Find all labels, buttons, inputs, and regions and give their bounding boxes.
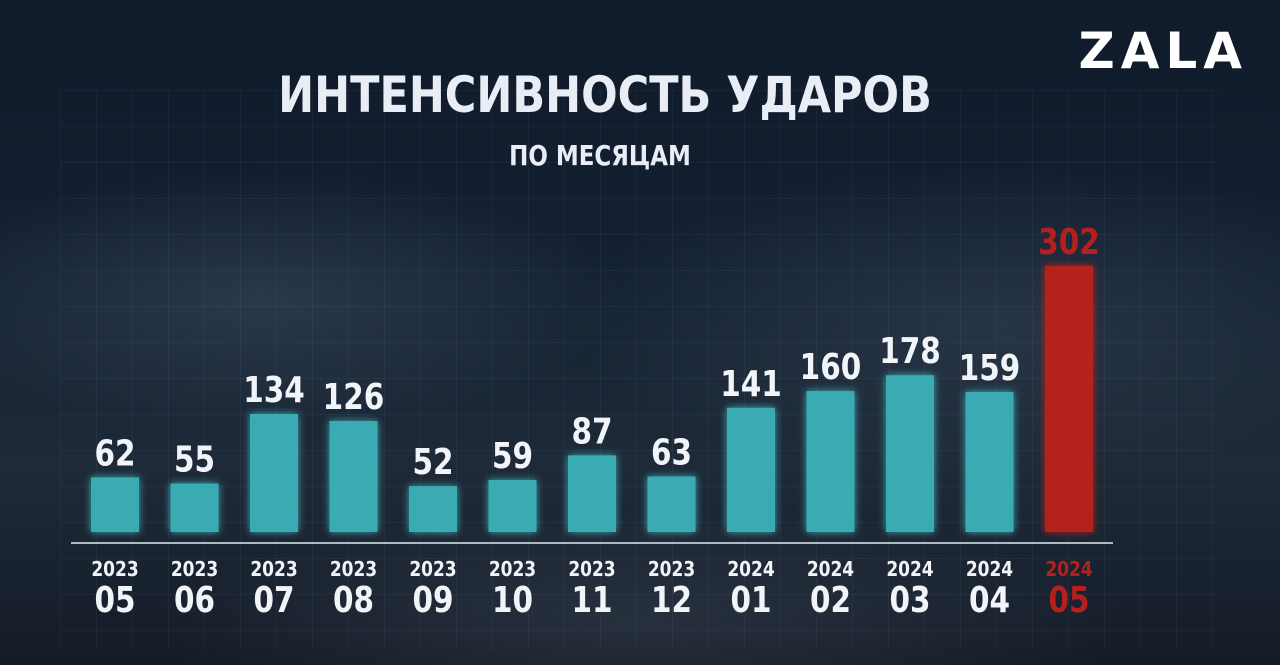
tick-label-year: 2023 <box>409 559 456 582</box>
bar <box>806 391 855 532</box>
tick-label-year: 2024 <box>727 559 774 582</box>
bar <box>409 486 457 532</box>
bar <box>488 480 537 532</box>
bar <box>568 455 616 532</box>
bar <box>647 476 696 532</box>
tick-label-month: 03 <box>889 578 930 621</box>
tick-label-month: 04 <box>969 578 1010 621</box>
data-label: 134 <box>243 368 305 411</box>
bar <box>329 421 378 532</box>
chart-subtitle: ПО МЕСЯЦАМ <box>509 139 691 172</box>
tick-label-year: 2023 <box>489 559 536 582</box>
tick-label-year: 2024 <box>807 559 854 582</box>
background-grid <box>60 90 1220 650</box>
data-label: 141 <box>720 362 782 405</box>
data-label: 126 <box>323 375 385 418</box>
data-label: 178 <box>879 329 941 372</box>
data-label: 302 <box>1038 220 1100 263</box>
tick-label-year: 2024 <box>886 559 933 582</box>
tick-label-year: 2023 <box>91 559 138 582</box>
chart-title: ИНТЕНСИВНОСТЬ УДАРОВ <box>278 66 932 124</box>
tick-label-month: 01 <box>730 578 771 621</box>
data-label: 159 <box>959 346 1021 389</box>
tick-label-year: 2024 <box>966 559 1013 582</box>
tick-label-year: 2023 <box>330 559 377 582</box>
tick-label-year: 2024 <box>1045 559 1092 582</box>
bar <box>170 483 219 532</box>
data-label: 59 <box>492 434 533 477</box>
data-label: 87 <box>571 409 612 452</box>
bar <box>250 413 298 532</box>
tick-label-month: 12 <box>651 578 692 621</box>
bar <box>1045 266 1093 532</box>
zala-logo: ZALA <box>1078 22 1248 80</box>
tick-label-month: 10 <box>492 578 533 621</box>
tick-label-month: 05 <box>1048 578 1089 621</box>
tick-label-year: 2023 <box>250 559 297 582</box>
bar <box>727 407 775 532</box>
bar <box>91 477 139 532</box>
data-label: 62 <box>94 431 135 474</box>
tick-label-month: 09 <box>412 578 453 621</box>
tick-label-month: 08 <box>333 578 374 621</box>
tick-label-month: 07 <box>253 578 294 621</box>
data-label: 55 <box>174 438 215 481</box>
data-label: 52 <box>412 440 453 483</box>
bar <box>886 375 934 532</box>
tick-label-month: 02 <box>810 578 851 621</box>
bar <box>965 391 1014 532</box>
tick-label-year: 2023 <box>568 559 615 582</box>
data-label: 63 <box>651 431 692 474</box>
tick-label-year: 2023 <box>171 559 218 582</box>
tick-label-month: 11 <box>571 578 612 621</box>
tick-label-month: 06 <box>174 578 215 621</box>
data-label: 160 <box>800 345 862 388</box>
tick-label-year: 2023 <box>648 559 695 582</box>
tick-label-month: 05 <box>94 578 135 621</box>
